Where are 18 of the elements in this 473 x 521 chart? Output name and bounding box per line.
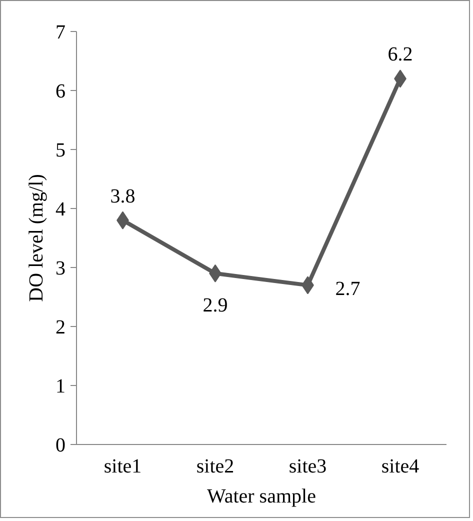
x-tick-label: site3: [288, 456, 327, 478]
x-tick-label: site4: [381, 456, 420, 478]
y-tick-label: 0: [56, 434, 66, 456]
y-tick-label: 1: [56, 376, 66, 398]
y-tick-label: 7: [56, 22, 66, 44]
y-tick-label: 5: [56, 140, 66, 162]
data-label: 3.8: [110, 185, 136, 208]
x-tick-label: site2: [196, 456, 234, 478]
data-label: 2.7: [335, 278, 360, 300]
y-tick-label: 2: [56, 316, 66, 338]
y-tick-label: 6: [56, 80, 66, 102]
x-tick-label: site1: [104, 456, 142, 478]
y-axis-title: DO level (mg/l): [26, 174, 48, 302]
y-tick-label: 4: [56, 198, 66, 220]
y-tick-label: 3: [56, 258, 66, 280]
data-label: 6.2: [388, 44, 413, 66]
x-axis-title: Water sample: [207, 486, 316, 508]
data-label: 2.9: [202, 294, 228, 316]
